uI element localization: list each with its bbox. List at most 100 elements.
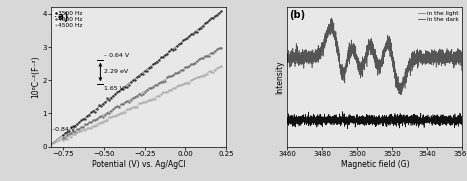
Point [85,127,92,130]
Point [177,42,185,45]
Point [115,105,123,108]
Point [173,44,181,47]
Point [123,85,131,88]
Point [131,78,139,81]
Point [67,131,75,134]
Point [151,98,159,101]
Text: – 0.64 V: – 0.64 V [105,53,130,58]
Point [125,100,133,103]
Line: in the light: in the light [288,18,462,95]
Y-axis label: Intensity: Intensity [276,60,285,94]
Point [171,71,179,74]
Point [153,83,161,86]
Point [216,66,223,69]
Point [85,113,92,116]
Point [170,86,177,89]
Point [85,120,92,123]
Point [73,128,81,131]
Point [204,20,211,23]
Point [213,14,221,16]
Point [165,75,173,78]
Point [105,111,113,114]
Point [79,127,86,130]
Point [81,122,89,125]
Point [199,74,207,77]
Point [105,98,113,101]
Point [75,128,83,131]
Point [148,98,155,101]
Point [185,34,193,37]
Point [71,131,78,134]
Point [91,110,99,113]
Point [73,123,81,125]
Point [156,82,163,85]
Point [202,21,209,24]
Point [139,93,147,96]
X-axis label: Magnetic field (G): Magnetic field (G) [340,160,409,169]
Point [67,135,75,138]
Point [107,110,115,112]
Point [198,74,205,77]
Point [135,92,143,95]
Point [212,69,219,71]
Point [99,115,106,118]
Point [103,111,111,114]
Point [67,126,75,129]
Point [205,54,213,57]
Point [61,136,69,139]
Point [173,72,181,75]
Text: 1.65 V: 1.65 V [105,86,124,90]
Point [210,52,217,55]
in the light [438,59,443,61]
Point [168,48,175,51]
Point [163,90,171,93]
Point [71,133,78,136]
Point [216,46,223,49]
Point [129,105,137,108]
Point [205,69,213,72]
Point [148,66,155,69]
Point [65,134,72,137]
Point [121,101,129,104]
Point [111,93,119,96]
Point [91,124,99,127]
Text: (a): (a) [53,12,69,22]
Point [191,61,199,64]
Point [159,91,167,94]
Point [79,117,86,120]
Point [97,121,105,124]
Point [81,129,89,132]
Point [149,85,157,88]
Point [133,94,141,97]
Y-axis label: 10⁶C⁻²(F⁻²): 10⁶C⁻²(F⁻²) [31,56,40,98]
Point [127,106,135,109]
Point [131,106,139,109]
Point [198,26,205,29]
Point [125,83,133,86]
Point [185,81,193,84]
Text: 2.29 eV: 2.29 eV [104,70,128,74]
Point [79,125,86,128]
Point [115,113,123,115]
Point [153,95,161,98]
Point [95,116,103,119]
Point [95,104,103,107]
Point [137,93,145,96]
Point [212,50,219,53]
Point [193,60,201,63]
Point [170,73,177,76]
in the light [359,63,365,65]
Point [103,119,111,122]
Point [59,134,66,137]
Point [196,75,203,78]
Point [171,47,179,50]
Point [196,28,203,30]
Point [89,125,97,128]
in the light [304,56,310,58]
Point [162,90,169,93]
Point [188,63,195,66]
Point [184,65,191,68]
Point [196,58,203,61]
Point [75,121,83,123]
in the light [460,58,465,61]
